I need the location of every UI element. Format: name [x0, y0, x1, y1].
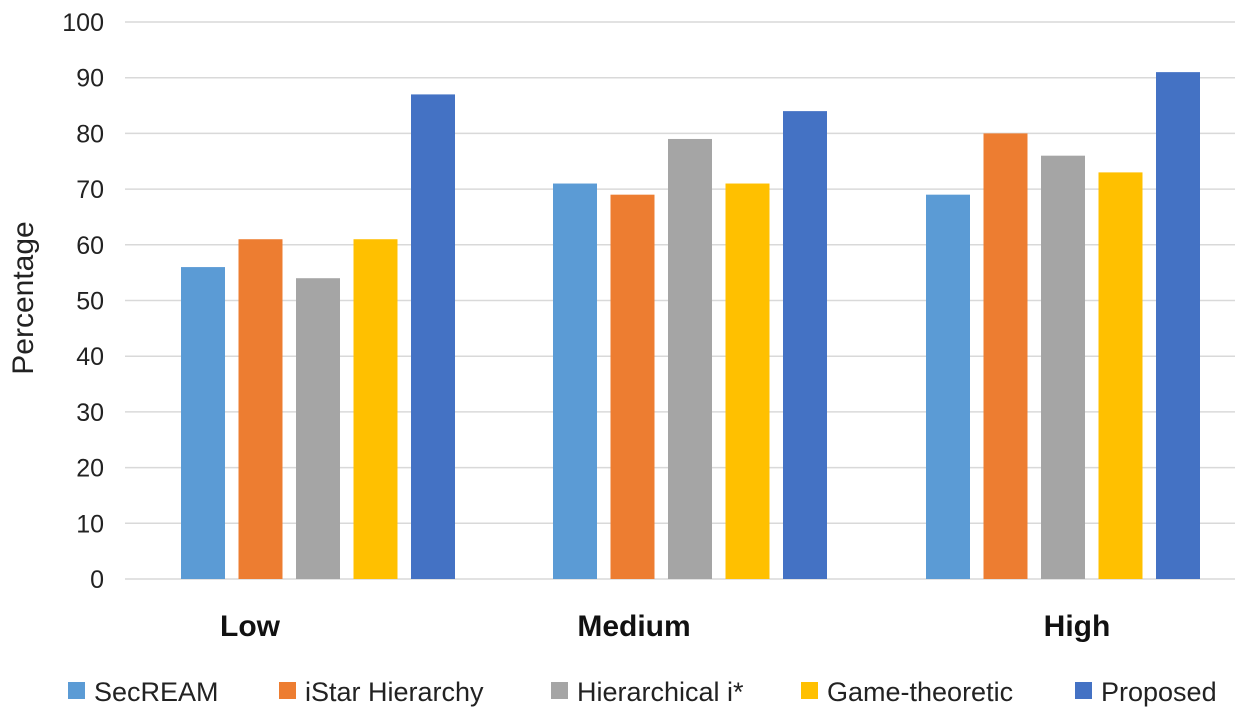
- y-tick-label: 40: [76, 343, 104, 371]
- bar-low-proposed: [411, 94, 455, 579]
- y-tick-label: 50: [76, 288, 104, 316]
- bar-medium-istar-hierarchy: [610, 194, 655, 580]
- y-tick-label: 60: [76, 232, 104, 260]
- x-axis-categories: Low Medium High: [220, 610, 1110, 643]
- x-category-label: Medium: [577, 610, 690, 643]
- y-tick-label: 20: [76, 455, 104, 483]
- legend: SecREAM iStar Hierarchy Hierarchical i* Gam…: [68, 677, 1217, 707]
- legend-swatch: [68, 682, 85, 699]
- legend-swatch: [279, 682, 296, 699]
- y-tick-label: 80: [76, 120, 104, 148]
- y-tick-label: 100: [62, 9, 104, 37]
- x-category-label: High: [1044, 610, 1111, 643]
- bar-high-game-theoretic: [1098, 172, 1143, 579]
- x-category-label: Low: [220, 610, 281, 643]
- bar-medium-hierarchical-i: [668, 138, 712, 579]
- bar-low-istar-hierarchy: [238, 239, 283, 580]
- bar-low-secream: [181, 267, 225, 579]
- bar-medium-secream: [553, 183, 597, 579]
- legend-label: iStar Hierarchy: [305, 677, 484, 707]
- bar-high-istar-hierarchy: [983, 133, 1028, 579]
- bar-low-game-theoretic: [353, 239, 398, 580]
- legend-label: Game-theoretic: [827, 677, 1013, 707]
- y-tick-label: 10: [76, 510, 104, 538]
- legend-swatch: [551, 682, 568, 699]
- bar-high-secream: [926, 194, 970, 580]
- bar-high-proposed: [1156, 72, 1200, 579]
- y-tick-label: 90: [76, 65, 104, 93]
- legend-swatch: [801, 682, 818, 699]
- legend-swatch: [1075, 682, 1092, 699]
- y-axis-ticks: 0 10 20 30 40 50 60 70 80 90 100: [62, 9, 104, 594]
- bar-medium-game-theoretic: [725, 183, 770, 579]
- y-tick-label: 30: [76, 399, 104, 427]
- bar-low-hierarchical-i: [296, 278, 340, 579]
- bar-high-hierarchical-i: [1041, 155, 1085, 579]
- legend-label: SecREAM: [94, 677, 219, 707]
- bar-medium-proposed: [783, 111, 827, 580]
- y-tick-label: 0: [90, 566, 104, 594]
- legend-label: Hierarchical i*: [577, 677, 744, 707]
- legend-label: Proposed: [1101, 677, 1217, 707]
- y-tick-label: 70: [76, 176, 104, 204]
- y-axis-title: Percentage: [7, 221, 40, 374]
- bars: [181, 72, 1200, 580]
